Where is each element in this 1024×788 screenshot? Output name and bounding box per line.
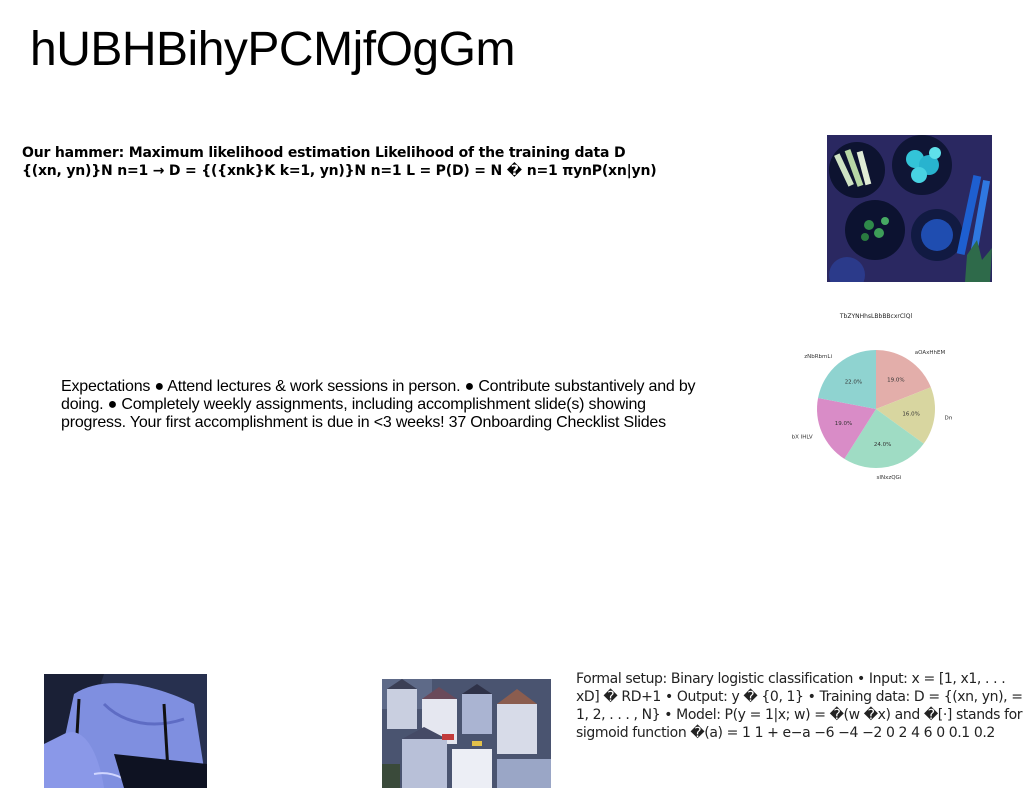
pie-chart: TbZYNHhsLBbBBcxrClQl 19.0% aOAxHhEM 16.0% D… (792, 308, 963, 508)
pie-slice-2 (876, 387, 935, 444)
pie-slice-5 (818, 350, 876, 409)
pie-category-label-3: sINxzQGi (876, 475, 901, 481)
formal-setup-paragraph: Formal setup: Binary logistic classifica… (576, 671, 1023, 741)
person-photo (44, 674, 207, 788)
mle-paragraph: Our hammer: Maximum likelihood estimatio… (22, 145, 657, 179)
chart-title: TbZYNHhsLBbBBcxrClQl (839, 313, 913, 320)
food-bowls-photo (827, 135, 992, 282)
slide-title: hUBHBihyPCMjfOgGm (30, 23, 515, 76)
pie-slice-3 (844, 409, 924, 468)
pie-value-label-3: 24.0% (874, 442, 891, 448)
pie-value-label-1: 19.0% (887, 378, 904, 384)
pie-value-label-4: 19.0% (835, 421, 852, 427)
pie-category-label-2: DmjYP (944, 416, 952, 422)
pie-slice-4 (817, 397, 876, 459)
pie-category-label-4: bX IHLV (792, 434, 813, 440)
pie-category-label-1: aOAxHhEM (915, 350, 946, 356)
expectations-paragraph: Expectations ● Attend lectures & work se… (61, 378, 696, 431)
pie-slice-1 (876, 350, 931, 409)
pie-category-label-5: zNbRbmLi (804, 354, 832, 360)
pie-value-label-2: 16.0% (902, 411, 919, 417)
town-aerial-photo (382, 679, 551, 788)
pie-value-label-5: 22.0% (845, 380, 862, 386)
